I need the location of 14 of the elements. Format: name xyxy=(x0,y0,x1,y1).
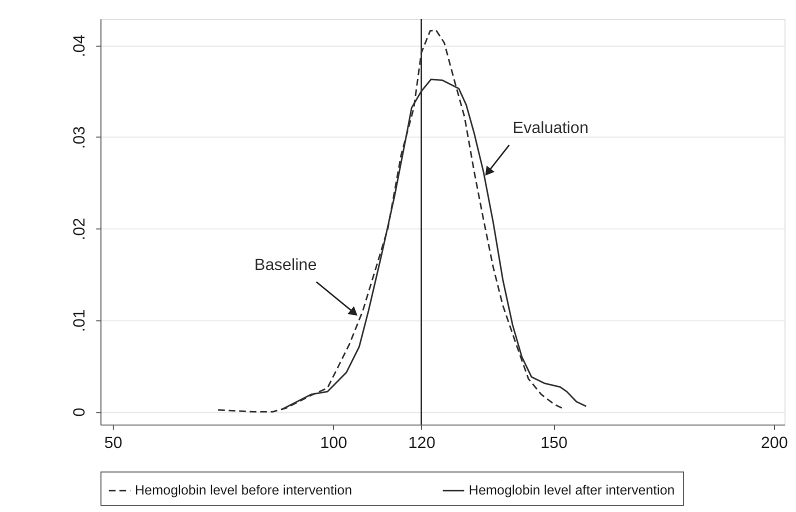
x-tick-label: 200 xyxy=(760,434,788,452)
y-tick-label: .03 xyxy=(70,126,89,149)
annotation: Baseline xyxy=(254,256,317,274)
y-tick-label: .01 xyxy=(70,309,89,332)
annotation: Evaluation xyxy=(512,118,588,137)
legend-label: Hemoglobin level before intervention xyxy=(134,482,352,498)
x-tick-label: 100 xyxy=(320,434,348,452)
x-tick-label: 120 xyxy=(408,434,436,452)
y-tick-label: .04 xyxy=(70,34,89,58)
legend-label: Hemoglobin level after intervention xyxy=(468,482,675,498)
x-tick-label: 50 xyxy=(104,434,122,452)
y-tick-label: .02 xyxy=(70,218,89,240)
y-tick-label: 0 xyxy=(70,408,89,417)
x-tick-label: 150 xyxy=(540,434,568,452)
